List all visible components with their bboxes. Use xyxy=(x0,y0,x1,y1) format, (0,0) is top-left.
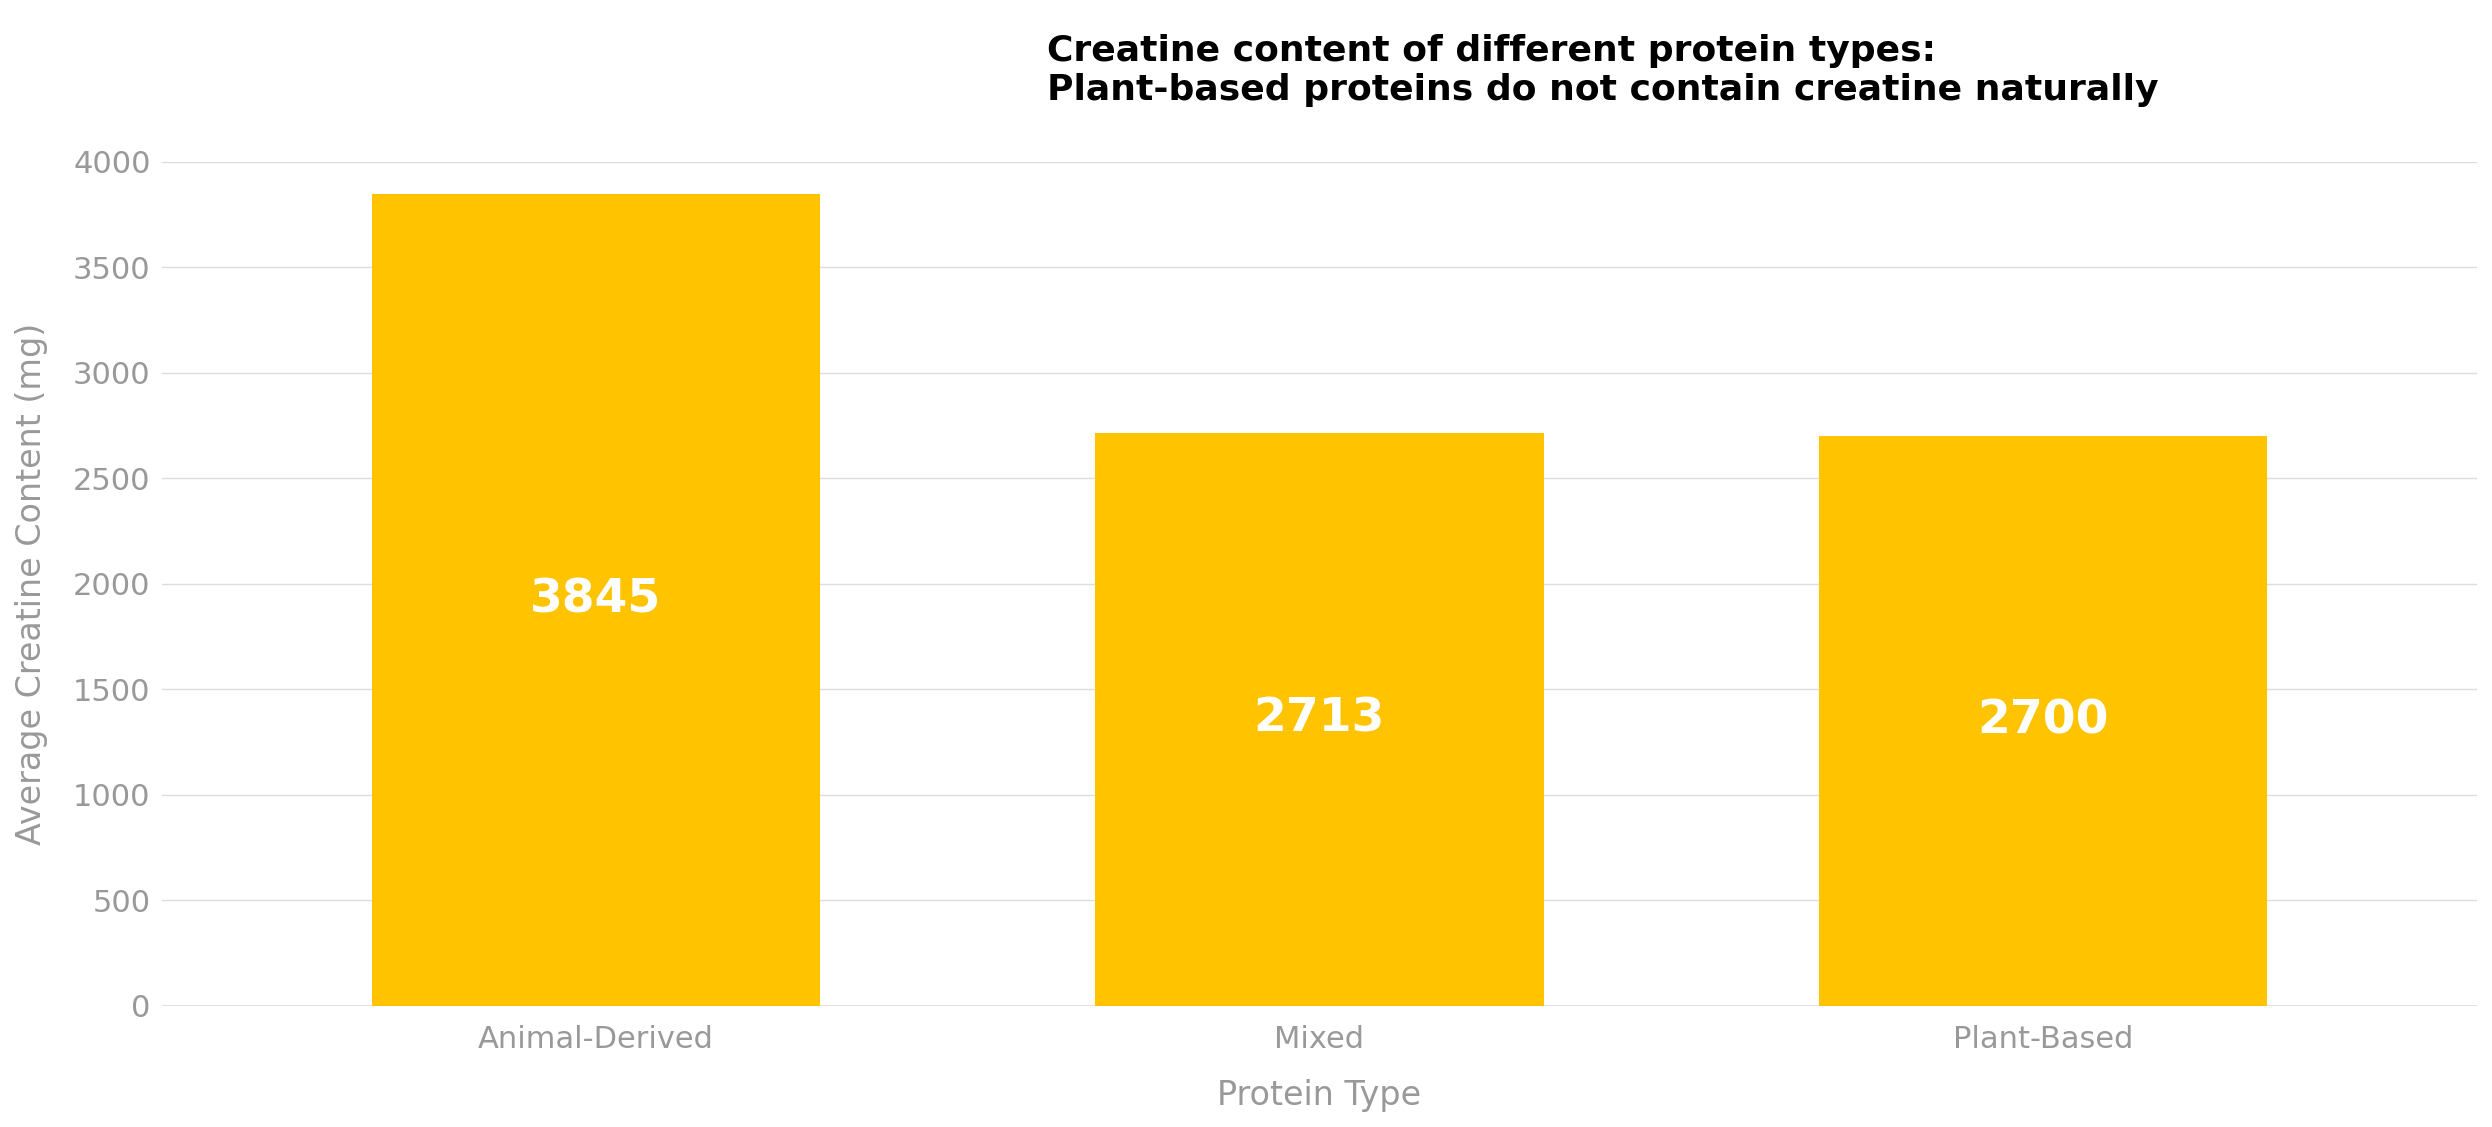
Text: 2713: 2713 xyxy=(1253,696,1386,742)
Bar xyxy=(1094,433,1543,1005)
Text: Creatine content of different protein types:
Plant-based proteins do not contain: Creatine content of different protein ty… xyxy=(1047,34,2158,107)
Text: 3845: 3845 xyxy=(531,577,660,622)
X-axis label: Protein Type: Protein Type xyxy=(1216,1079,1420,1112)
Text: 2700: 2700 xyxy=(1976,699,2108,744)
Bar xyxy=(371,195,820,1005)
Bar xyxy=(1819,436,2268,1005)
Y-axis label: Average Creatine Content (mg): Average Creatine Content (mg) xyxy=(15,322,47,845)
